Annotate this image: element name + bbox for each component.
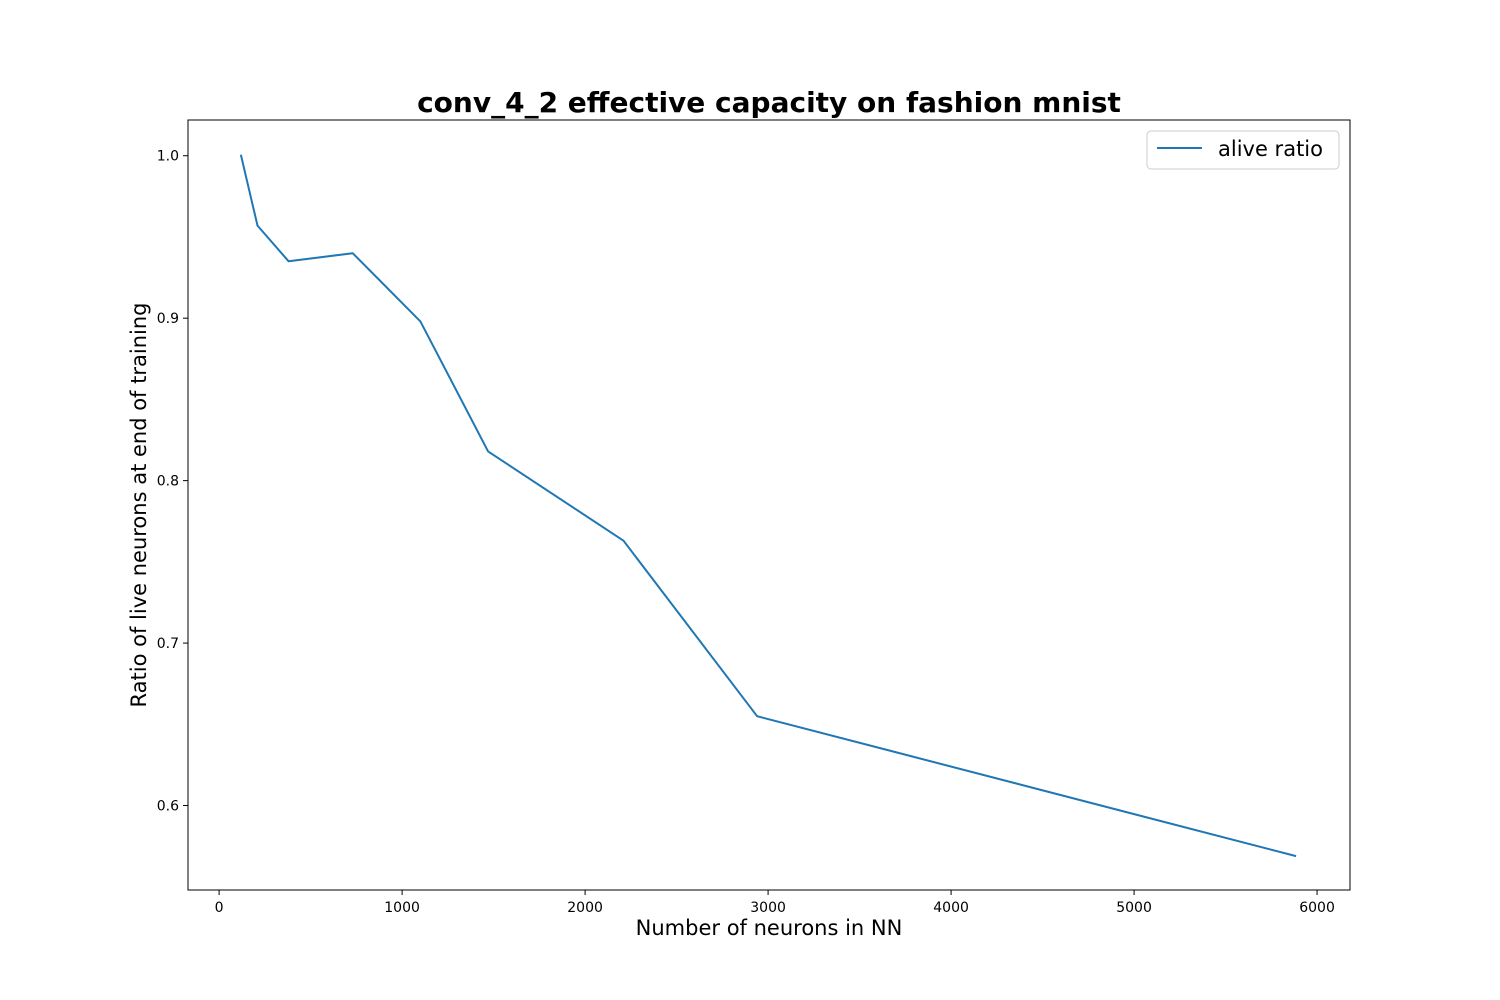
y-tick-label: 0.7	[157, 636, 179, 652]
y-axis-ticks: 0.6 0.7 0.8 0.9 1.0	[157, 149, 188, 815]
legend: alive ratio	[1146, 130, 1340, 170]
x-tick-label: 6000	[1299, 900, 1335, 916]
x-tick-label: 3000	[750, 900, 786, 916]
x-tick-label: 4000	[933, 900, 969, 916]
x-axis-ticks: 0 1000 2000 3000 4000 5000 6000	[215, 890, 1335, 916]
x-tick-label: 5000	[1116, 900, 1152, 916]
series-line-alive-ratio	[239, 154, 1297, 858]
x-tick-label: 2000	[567, 900, 603, 916]
legend-label-alive-ratio: alive ratio	[1218, 137, 1323, 161]
x-axis-label: Number of neurons in NN	[636, 916, 903, 940]
chart-title: conv_4_2 effective capacity on fashion m…	[417, 86, 1121, 119]
y-tick-label: 1.0	[157, 149, 179, 165]
y-tick-label: 0.6	[157, 799, 179, 815]
x-tick-label: 1000	[384, 900, 420, 916]
plot-lines	[239, 154, 1297, 858]
plot-area-frame	[187, 119, 1351, 891]
x-tick-label: 0	[215, 900, 224, 916]
y-tick-label: 0.9	[157, 311, 179, 327]
y-axis-label: Ratio of live neurons at end of training	[127, 303, 151, 708]
y-tick-label: 0.8	[157, 474, 179, 490]
legend-frame	[1146, 130, 1340, 170]
